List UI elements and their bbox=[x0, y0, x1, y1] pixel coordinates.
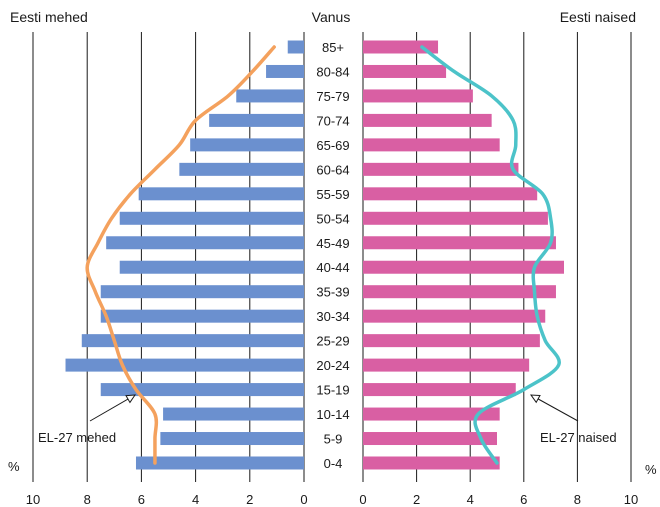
line-el27-naised bbox=[420, 45, 561, 465]
bar-naised-50-54 bbox=[363, 211, 548, 225]
bar-naised-10-14 bbox=[363, 407, 500, 421]
tick-left-4: 4 bbox=[192, 492, 199, 507]
age-label-55-59: 55-59 bbox=[316, 187, 349, 202]
tick-right-4: 4 bbox=[467, 492, 474, 507]
pointer-el27-mehed bbox=[89, 394, 136, 422]
bar-naised-20-24 bbox=[363, 358, 530, 372]
age-label-50-54: 50-54 bbox=[316, 211, 349, 226]
bar-mehed-70-74 bbox=[209, 113, 304, 127]
bar-mehed-60-64 bbox=[179, 162, 304, 176]
bar-mehed-85+ bbox=[287, 40, 304, 54]
bar-mehed-80-84 bbox=[266, 64, 304, 78]
bar-naised-25-29 bbox=[363, 334, 540, 348]
tick-left-0: 0 bbox=[300, 492, 307, 507]
bar-mehed-25-29 bbox=[81, 334, 304, 348]
bar-naised-5-9 bbox=[363, 432, 497, 446]
annotation-el27-mehed: EL-27 mehed bbox=[38, 430, 116, 445]
unit-left: % bbox=[8, 459, 20, 474]
age-label-45-49: 45-49 bbox=[316, 236, 349, 251]
tick-left-6: 6 bbox=[138, 492, 145, 507]
unit-right: % bbox=[645, 462, 657, 477]
age-label-10-14: 10-14 bbox=[316, 407, 349, 422]
annotation-pointers bbox=[89, 394, 579, 422]
bar-mehed-45-49 bbox=[106, 236, 304, 250]
bar-mehed-20-24 bbox=[65, 358, 305, 372]
bar-mehed-65-69 bbox=[190, 138, 304, 152]
pointer-el27-mehed-shaft bbox=[89, 394, 136, 422]
bar-mehed-55-59 bbox=[138, 187, 304, 201]
bar-naised-35-39 bbox=[363, 285, 556, 299]
pointer-el27-mehed-head bbox=[125, 394, 136, 404]
bar-mehed-35-39 bbox=[100, 285, 304, 299]
tick-right-8: 8 bbox=[574, 492, 581, 507]
age-label-85+: 85+ bbox=[322, 40, 344, 55]
bar-mehed-5-9 bbox=[160, 432, 304, 446]
pointer-el27-naised bbox=[529, 394, 579, 422]
pointer-el27-naised-shaft bbox=[530, 394, 579, 422]
age-label-5-9: 5-9 bbox=[324, 432, 343, 447]
age-label-35-39: 35-39 bbox=[316, 285, 349, 300]
bar-naised-30-34 bbox=[363, 309, 546, 323]
age-label-80-84: 80-84 bbox=[316, 64, 349, 79]
age-label-20-24: 20-24 bbox=[316, 358, 349, 373]
age-label-40-44: 40-44 bbox=[316, 260, 349, 275]
bar-naised-75-79 bbox=[363, 89, 473, 103]
bar-naised-45-49 bbox=[363, 236, 556, 250]
tick-left-2: 2 bbox=[246, 492, 253, 507]
bar-mehed-15-19 bbox=[100, 383, 304, 397]
tick-right-6: 6 bbox=[520, 492, 527, 507]
title-left: Eesti mehed bbox=[10, 9, 88, 25]
title-right: Eesti naised bbox=[560, 9, 636, 25]
age-label-75-79: 75-79 bbox=[316, 89, 349, 104]
bar-naised-40-44 bbox=[363, 260, 564, 274]
bar-mehed-10-14 bbox=[163, 407, 304, 421]
bar-naised-60-64 bbox=[363, 162, 519, 176]
tick-right-0: 0 bbox=[359, 492, 366, 507]
age-label-65-69: 65-69 bbox=[316, 138, 349, 153]
bar-naised-0-4 bbox=[363, 456, 500, 470]
bar-mehed-40-44 bbox=[119, 260, 304, 274]
title-center: Vanus bbox=[312, 9, 351, 25]
line-el27-mehed bbox=[85, 45, 276, 465]
tick-left-8: 8 bbox=[84, 492, 91, 507]
bar-mehed-75-79 bbox=[236, 89, 304, 103]
bar-mehed-30-34 bbox=[100, 309, 304, 323]
bar-naised-85+ bbox=[363, 40, 439, 54]
bars bbox=[65, 40, 564, 470]
age-label-60-64: 60-64 bbox=[316, 162, 349, 177]
age-label-30-34: 30-34 bbox=[316, 309, 349, 324]
pointer-el27-naised-head bbox=[529, 394, 541, 404]
annotation-el27-naised: EL-27 naised bbox=[540, 430, 617, 445]
age-label-70-74: 70-74 bbox=[316, 113, 349, 128]
labels: Eesti mehed Vanus Eesti naised % % EL-27… bbox=[8, 9, 657, 507]
age-label-25-29: 25-29 bbox=[316, 334, 349, 349]
bar-mehed-0-4 bbox=[135, 456, 304, 470]
bar-naised-65-69 bbox=[363, 138, 500, 152]
tick-right-2: 2 bbox=[413, 492, 420, 507]
age-label-15-19: 15-19 bbox=[316, 383, 349, 398]
grid-lines bbox=[32, 32, 632, 482]
age-label-0-4: 0-4 bbox=[324, 456, 343, 471]
bar-naised-80-84 bbox=[363, 64, 447, 78]
bar-mehed-50-54 bbox=[119, 211, 304, 225]
bar-naised-15-19 bbox=[363, 383, 516, 397]
tick-left-10: 10 bbox=[26, 492, 40, 507]
reference-lines bbox=[85, 45, 561, 465]
tick-right-10: 10 bbox=[624, 492, 638, 507]
bar-naised-70-74 bbox=[363, 113, 492, 127]
bar-naised-55-59 bbox=[363, 187, 538, 201]
